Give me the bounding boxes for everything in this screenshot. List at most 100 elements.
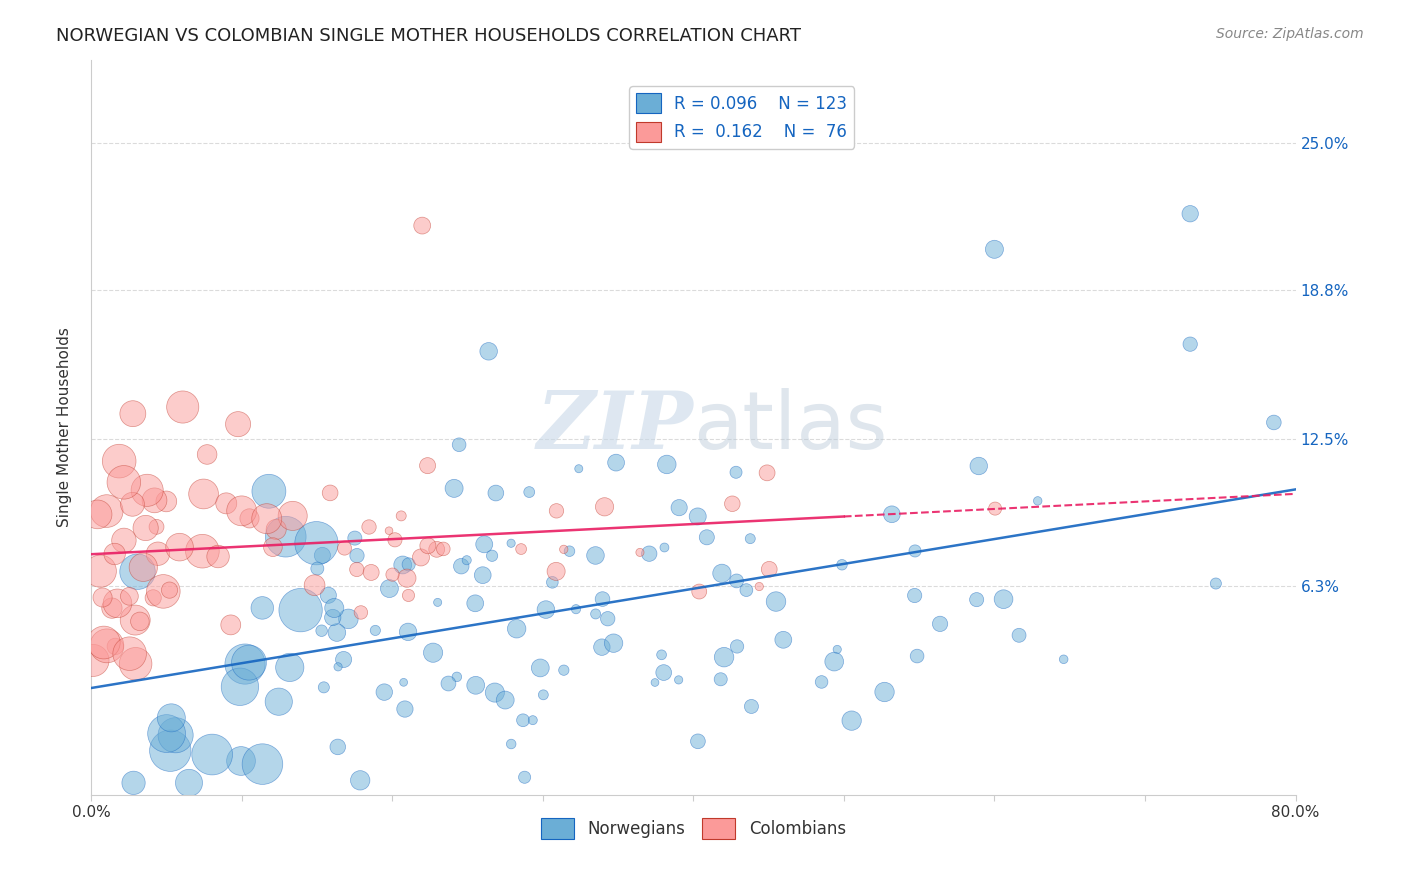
Point xyxy=(281,508,304,523)
Point xyxy=(688,584,710,599)
Point xyxy=(517,485,540,500)
Point xyxy=(748,580,770,594)
Point xyxy=(501,737,523,751)
Point xyxy=(725,574,748,588)
Point xyxy=(522,713,544,727)
Point xyxy=(416,539,439,553)
Point xyxy=(373,685,395,699)
Point xyxy=(456,553,478,567)
Point xyxy=(267,695,290,709)
Point xyxy=(398,589,420,603)
Point xyxy=(112,533,135,548)
Point xyxy=(304,578,326,592)
Point xyxy=(638,547,661,561)
Point xyxy=(107,596,129,610)
Point xyxy=(1026,494,1049,508)
Point xyxy=(686,734,709,748)
Point xyxy=(191,544,214,558)
Point xyxy=(1205,576,1227,591)
Point xyxy=(740,699,762,714)
Point xyxy=(226,417,249,432)
Point xyxy=(541,575,564,590)
Point xyxy=(311,624,333,638)
Point xyxy=(311,549,333,563)
Point xyxy=(494,693,516,707)
Point xyxy=(394,702,416,716)
Point xyxy=(274,530,297,544)
Point xyxy=(1263,416,1285,430)
Point xyxy=(654,541,676,555)
Point xyxy=(349,773,371,788)
Point xyxy=(696,530,718,544)
Point xyxy=(568,461,591,475)
Point xyxy=(967,458,990,473)
Point xyxy=(1178,337,1201,351)
Point xyxy=(207,549,229,564)
Point xyxy=(740,532,762,546)
Point xyxy=(346,562,368,576)
Point xyxy=(993,592,1015,607)
Point xyxy=(96,504,118,518)
Point xyxy=(668,673,690,687)
Point xyxy=(238,511,260,525)
Point xyxy=(449,438,471,452)
Point xyxy=(546,504,568,518)
Point xyxy=(585,549,607,563)
Point xyxy=(326,739,349,754)
Point xyxy=(426,542,449,557)
Point xyxy=(531,688,554,702)
Point xyxy=(219,618,242,632)
Point xyxy=(841,714,863,728)
Point xyxy=(628,545,651,559)
Point xyxy=(121,407,143,421)
Point xyxy=(193,487,215,501)
Point xyxy=(82,653,104,667)
Point xyxy=(121,497,143,511)
Point xyxy=(229,680,252,694)
Point xyxy=(713,650,735,665)
Point xyxy=(505,622,527,636)
Point xyxy=(160,711,183,725)
Point xyxy=(553,542,575,557)
Point xyxy=(529,661,551,675)
Point xyxy=(378,582,401,596)
Point xyxy=(725,640,748,654)
Point xyxy=(758,562,780,576)
Point xyxy=(592,592,614,607)
Point xyxy=(602,636,624,650)
Point xyxy=(124,613,146,627)
Point xyxy=(810,675,832,690)
Point xyxy=(257,484,280,499)
Point xyxy=(132,560,155,574)
Point xyxy=(233,657,256,671)
Point xyxy=(471,568,494,582)
Point xyxy=(585,607,607,621)
Point xyxy=(904,544,927,558)
Point xyxy=(155,726,177,740)
Point xyxy=(966,592,988,607)
Point xyxy=(464,596,486,610)
Point xyxy=(904,589,927,603)
Text: NORWEGIAN VS COLOMBIAN SINGLE MOTHER HOUSEHOLDS CORRELATION CHART: NORWEGIAN VS COLOMBIAN SINGLE MOTHER HOU… xyxy=(56,27,801,45)
Point xyxy=(831,558,853,572)
Point xyxy=(264,522,287,536)
Point xyxy=(721,497,744,511)
Point xyxy=(231,504,253,518)
Point xyxy=(984,501,1007,516)
Point xyxy=(655,458,678,472)
Point xyxy=(262,540,284,554)
Legend: Norwegians, Colombians: Norwegians, Colombians xyxy=(534,812,852,846)
Point xyxy=(195,447,218,461)
Point xyxy=(384,533,406,547)
Point xyxy=(108,454,131,468)
Point xyxy=(118,589,141,603)
Point xyxy=(825,642,848,657)
Point xyxy=(104,547,127,561)
Point xyxy=(481,549,503,563)
Point xyxy=(411,219,433,233)
Point xyxy=(464,678,486,692)
Point xyxy=(165,728,187,742)
Point xyxy=(112,475,135,490)
Point xyxy=(93,635,115,649)
Point xyxy=(651,648,673,662)
